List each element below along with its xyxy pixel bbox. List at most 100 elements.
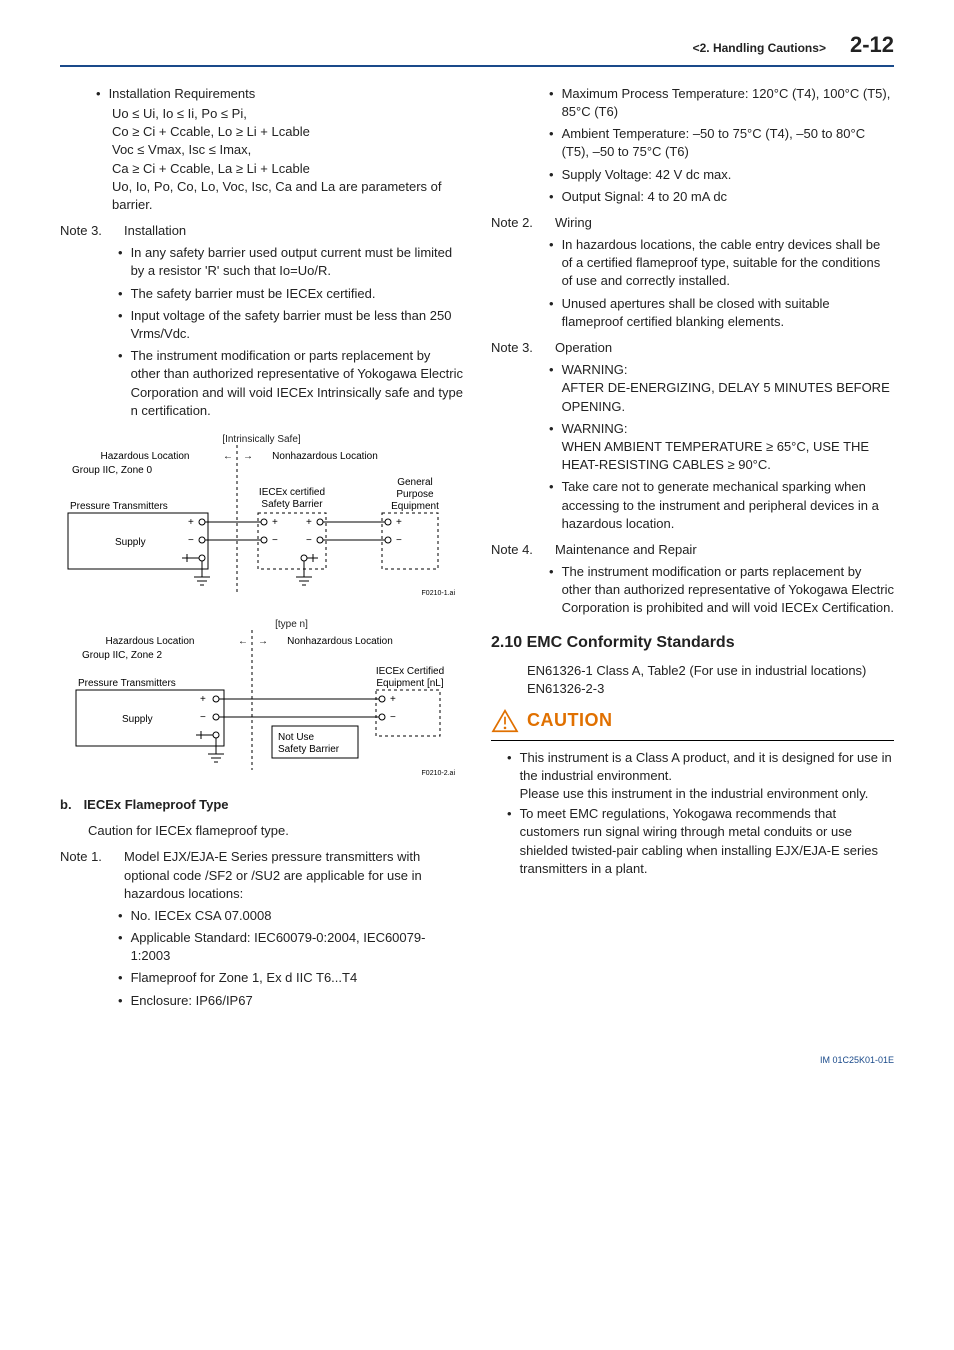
note-label: Note 2. [491, 214, 549, 232]
caution-item: This instrument is a Class A product, an… [520, 749, 894, 804]
diagram-svg: Hazardous Location Nonhazardous Location… [60, 630, 460, 780]
warning-body: WHEN AMBIENT TEMPERATURE ≥ 65°C, USE THE… [562, 439, 870, 472]
r-note2-heading: Note 2. Wiring [491, 214, 894, 232]
note-label: Note 3. [60, 222, 118, 240]
bullet-icon: • [549, 295, 554, 331]
r-note3-items: • WARNING: AFTER DE-ENERGIZING, DELAY 5 … [549, 361, 894, 533]
svg-text:+: + [188, 517, 194, 528]
svg-text:−: − [396, 535, 402, 546]
install-req-line: Co ≥ Ci + Ccable, Lo ≥ Li + Lcable [112, 123, 463, 141]
subsection-title: IECEx Flameproof Type [84, 796, 229, 814]
note-label: Note 3. [491, 339, 549, 357]
install-req-title: Installation Requirements [109, 85, 463, 103]
diagram-type-n: [type n] Hazardous Location Nonhazardous… [60, 619, 463, 780]
bullet-icon: • [118, 992, 123, 1010]
diagram-title: [Intrinsically Safe] [60, 434, 463, 445]
diagram-text: Pressure Transmitters [78, 678, 176, 689]
note-title: Maintenance and Repair [555, 541, 697, 559]
svg-text:+: + [390, 694, 396, 705]
note-body: Model EJX/EJA-E Series pressure transmit… [124, 848, 463, 903]
note-item: Take care not to generate mechanical spa… [562, 478, 894, 533]
subsection-letter: b. [60, 796, 72, 814]
bullet-icon: • [507, 749, 512, 804]
note-title: Operation [555, 339, 612, 357]
arrow-icon: ← [238, 636, 248, 647]
list-item: Maximum Process Temperature: 120°C (T4),… [562, 85, 894, 121]
list-item: Supply Voltage: 42 V dc max. [562, 166, 894, 184]
list-item: Ambient Temperature: –50 to 75°C (T4), –… [562, 125, 894, 161]
caution-block: CAUTION • This instrument is a Class A p… [491, 708, 894, 878]
bullet-icon: • [118, 347, 123, 420]
b-note1-items: •No. IECEx CSA 07.0008 •Applicable Stand… [118, 907, 463, 1010]
header-page-number: 2-12 [850, 30, 894, 61]
bullet-icon: • [549, 188, 554, 206]
emc-para: EN61326-2-3 [527, 680, 894, 698]
install-req-line: Uo ≤ Ui, Io ≤ Ii, Po ≤ Pi, [112, 105, 463, 123]
caution-text: This instrument is a Class A product, an… [520, 750, 892, 783]
svg-text:−: − [272, 535, 278, 546]
svg-text:+: + [272, 517, 278, 528]
warning-body: AFTER DE-ENERGIZING, DELAY 5 MINUTES BEF… [562, 380, 890, 413]
emc-para: EN61326-1 Class A, Table2 (For use in in… [527, 662, 894, 680]
warning-label: WARNING: [562, 421, 628, 436]
bullet-icon: • [549, 420, 554, 475]
caution-items: • This instrument is a Class A product, … [507, 749, 894, 878]
note-label: Note 1. [60, 848, 118, 903]
caution-item: To meet EMC regulations, Yokogawa recomm… [520, 805, 894, 878]
bullet-icon: • [118, 907, 123, 925]
warning-triangle-icon [491, 709, 519, 733]
page-header: <2. Handling Cautions> 2-12 [60, 30, 894, 67]
figure-ref: F0210-2.ai [422, 770, 456, 777]
diagram-intrinsically-safe: [Intrinsically Safe] Hazardous Location … [60, 434, 463, 605]
note-item: Input voltage of the safety barrier must… [131, 307, 463, 343]
left-column: • Installation Requirements Uo ≤ Ui, Io ≤… [60, 85, 463, 1014]
r-note2-items: •In hazardous locations, the cable entry… [549, 236, 894, 331]
diagram-text: Supply [122, 714, 153, 725]
arrow-icon: ← [223, 451, 233, 462]
caution-title: CAUTION [527, 708, 613, 733]
note-item: The safety barrier must be IECEx certifi… [131, 285, 463, 303]
r-note4-heading: Note 4. Maintenance and Repair [491, 541, 894, 559]
svg-text:+: + [396, 517, 402, 528]
svg-text:−: − [188, 535, 194, 546]
bullet-icon: • [549, 361, 554, 416]
b-note1-heading: Note 1. Model EJX/EJA-E Series pressure … [60, 848, 463, 903]
diagram-text: Safety Barrier [261, 499, 323, 510]
diagram-title: [type n] [60, 619, 463, 630]
note-3-items: •In any safety barrier used output curre… [118, 244, 463, 420]
note-title: Installation [124, 222, 186, 240]
warning-label: WARNING: [562, 362, 628, 377]
install-req-line: Ca ≥ Ci + Ccable, La ≥ Li + Lcable [112, 160, 463, 178]
diagram-text: Group IIC, Zone 0 [72, 465, 152, 476]
diagram-text: Not Use [278, 732, 315, 743]
note-item: In any safety barrier used output curren… [131, 244, 463, 280]
box [258, 513, 326, 569]
arrow-icon: → [243, 451, 253, 462]
diagram-text: Nonhazardous Location [287, 636, 393, 647]
subsection-b-para: Caution for IECEx flameproof type. [88, 822, 463, 840]
r-note4-items: •The instrument modification or parts re… [549, 563, 894, 618]
bullet-icon: • [549, 125, 554, 161]
note-item: WARNING: AFTER DE-ENERGIZING, DELAY 5 MI… [562, 361, 894, 416]
caution-rule [491, 740, 894, 741]
box [376, 690, 440, 736]
note-item: Flameproof for Zone 1, Ex d IIC T6...T4 [131, 969, 463, 987]
bullet-icon: • [549, 236, 554, 291]
header-section: <2. Handling Cautions> [693, 40, 826, 57]
bullet-icon: • [118, 307, 123, 343]
r-note3-heading: Note 3. Operation [491, 339, 894, 357]
bullet-icon: • [549, 478, 554, 533]
section-2-10-heading: 2.10 EMC Conformity Standards [491, 632, 894, 654]
page-footer: IM 01C25K01-01E [60, 1054, 894, 1067]
diagram-text: Hazardous Location [106, 636, 195, 647]
note-item: WARNING: WHEN AMBIENT TEMPERATURE ≥ 65°C… [562, 420, 894, 475]
diagram-text: Pressure Transmitters [70, 501, 168, 512]
bullet-icon: • [118, 969, 123, 987]
diagram-text: IECEx certified [259, 487, 325, 498]
svg-text:+: + [306, 517, 312, 528]
arrow-icon: → [258, 636, 268, 647]
bullet-icon: • [96, 85, 101, 103]
diagram-svg: Hazardous Location Nonhazardous Location… [60, 445, 460, 605]
right-column: •Maximum Process Temperature: 120°C (T4)… [491, 85, 894, 1014]
bullet-icon: • [118, 244, 123, 280]
